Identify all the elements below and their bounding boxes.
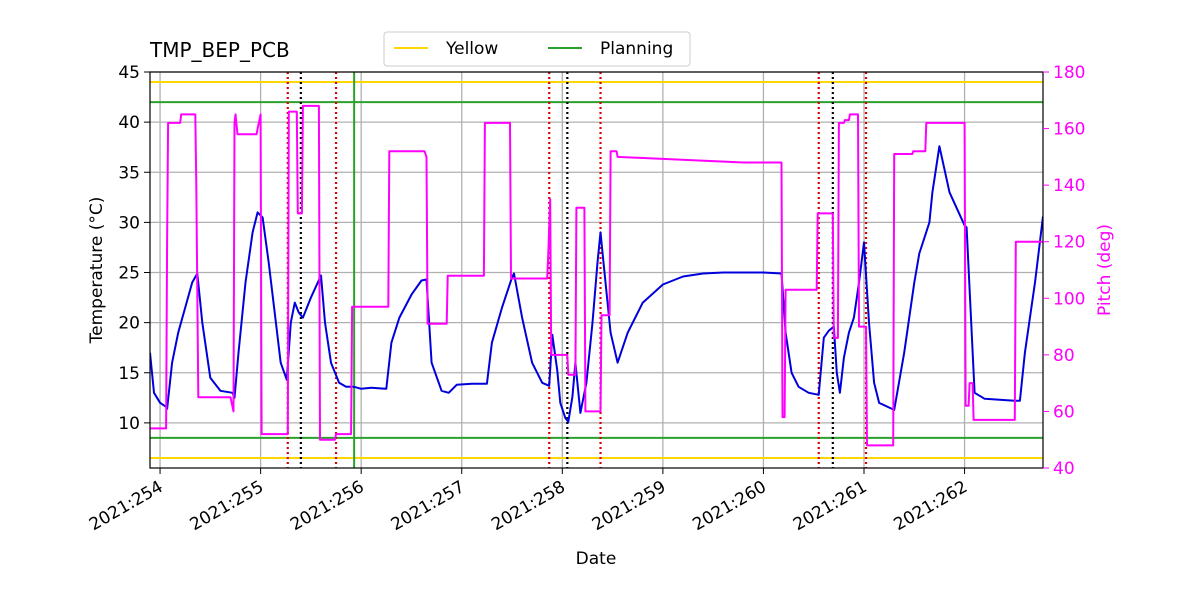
y-axis-right-label: Pitch (deg) <box>1095 224 1115 316</box>
legend-yellow-label: Yellow <box>445 39 498 59</box>
y-tick-label-right: 40 <box>1053 459 1075 479</box>
y-tick-label-left: 15 <box>118 364 140 384</box>
y-tick-label-right: 140 <box>1053 176 1085 196</box>
series-group <box>150 104 1043 447</box>
plot-frame <box>149 71 1044 469</box>
x-axis-label: Date <box>576 549 617 569</box>
y-tick-label-left: 40 <box>118 113 140 133</box>
y-axis-left-label: Temperature (°C) <box>87 197 107 345</box>
y-tick-label-right: 120 <box>1053 233 1085 253</box>
y-tick-label-right: 180 <box>1053 63 1085 83</box>
y-tick-label-left: 35 <box>118 163 140 183</box>
y-tick-label-left: 30 <box>118 213 140 233</box>
y-tick-label-right: 60 <box>1053 402 1075 422</box>
legend-box <box>383 31 691 67</box>
y-tick-label-left: 20 <box>118 314 140 334</box>
y-tick-label-left: 45 <box>118 63 140 83</box>
y-tick-label-right: 100 <box>1053 289 1085 309</box>
y-tick-label-left: 25 <box>118 264 140 284</box>
temperature-series-line <box>150 145 1043 423</box>
y-tick-label-right: 80 <box>1053 346 1075 366</box>
y-axis-right: 40 60 80 100 120 140 160 180 <box>1043 63 1085 479</box>
legend: Yellow Planning <box>383 31 691 67</box>
pitch-series-line <box>150 104 1043 447</box>
legend-planning-label: Planning <box>600 39 673 59</box>
y-tick-label-left: 10 <box>118 414 140 434</box>
chart-title: TMP_BEP_PCB <box>149 38 290 62</box>
y-axis-left: 10 15 20 25 30 35 40 45 <box>118 63 150 434</box>
y-tick-label-right: 160 <box>1053 120 1085 140</box>
